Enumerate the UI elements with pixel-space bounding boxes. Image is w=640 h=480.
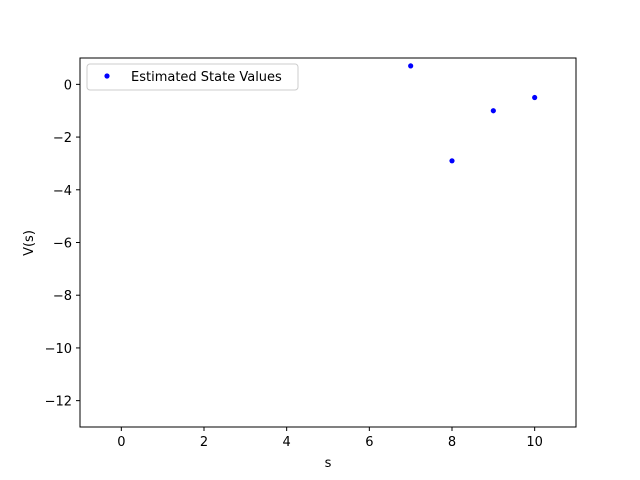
data-point: [449, 158, 455, 164]
y-tick-label: −6: [53, 237, 72, 252]
y-tick-label: −12: [45, 395, 72, 410]
data-point: [408, 63, 414, 69]
data-point: [490, 108, 496, 114]
x-tick-label: 4: [283, 435, 291, 450]
x-tick-label: 6: [365, 435, 373, 450]
y-tick-label: 0: [64, 78, 72, 93]
x-tick-label: 8: [448, 435, 456, 450]
y-axis-ticks: 0 −2 −4 −6 −8 −10 −12: [45, 78, 80, 410]
axes-frame: [79, 57, 577, 428]
legend-marker: [104, 73, 110, 79]
x-axis-label: s: [325, 456, 332, 471]
x-tick-label: 2: [200, 435, 208, 450]
data-points: [408, 63, 538, 164]
y-tick-label: −2: [53, 131, 72, 146]
y-tick-label: −8: [53, 289, 72, 304]
plot-area: [79, 57, 577, 428]
legend-label: Estimated State Values: [131, 70, 282, 85]
data-point: [532, 94, 538, 101]
x-tick-label: 10: [526, 435, 543, 450]
x-tick-label: 0: [117, 435, 125, 450]
y-tick-label: −10: [45, 342, 72, 357]
y-axis-label: V(s): [22, 230, 37, 256]
x-axis-ticks: 0 2 4 6 8 10: [117, 427, 543, 450]
legend-box: [86, 63, 299, 91]
legend: Estimated State Values: [86, 63, 299, 91]
y-tick-label: −4: [53, 184, 72, 199]
